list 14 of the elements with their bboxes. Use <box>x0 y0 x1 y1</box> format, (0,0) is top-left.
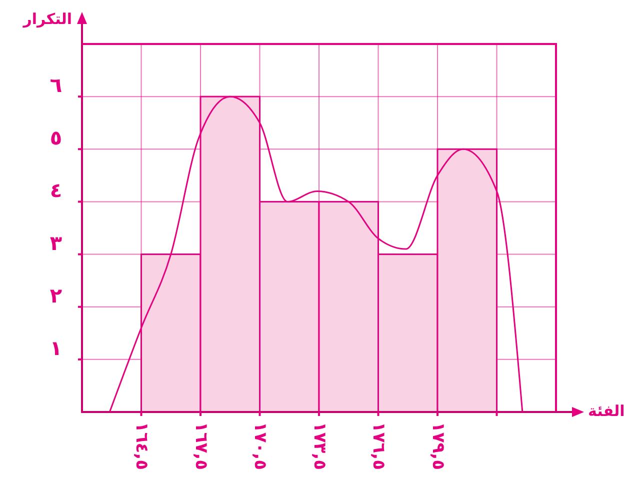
y-tick-label: ١ <box>50 336 62 360</box>
y-tick-label: ٦ <box>50 73 62 98</box>
y-tick-label: ٣ <box>50 230 62 255</box>
y-axis-title: التكرار <box>22 10 72 28</box>
x-axis-title: الفئة <box>588 402 625 420</box>
x-tick-label: ١٧٦,٥ <box>368 422 389 470</box>
y-tick-label: ٢ <box>50 283 62 308</box>
x-tick-label: ١٧٣,٥ <box>309 422 330 470</box>
y-tick-label: ٥ <box>50 126 62 150</box>
x-tick-label: ١٧٩,٥ <box>428 422 448 470</box>
x-tick-label: ١٧٠,٥ <box>250 422 270 470</box>
x-tick-label: ١٦٧,٥ <box>190 422 211 470</box>
y-tick-label: ٤ <box>50 178 62 202</box>
x-tick-label: ١٦٤,٥ <box>132 422 152 470</box>
